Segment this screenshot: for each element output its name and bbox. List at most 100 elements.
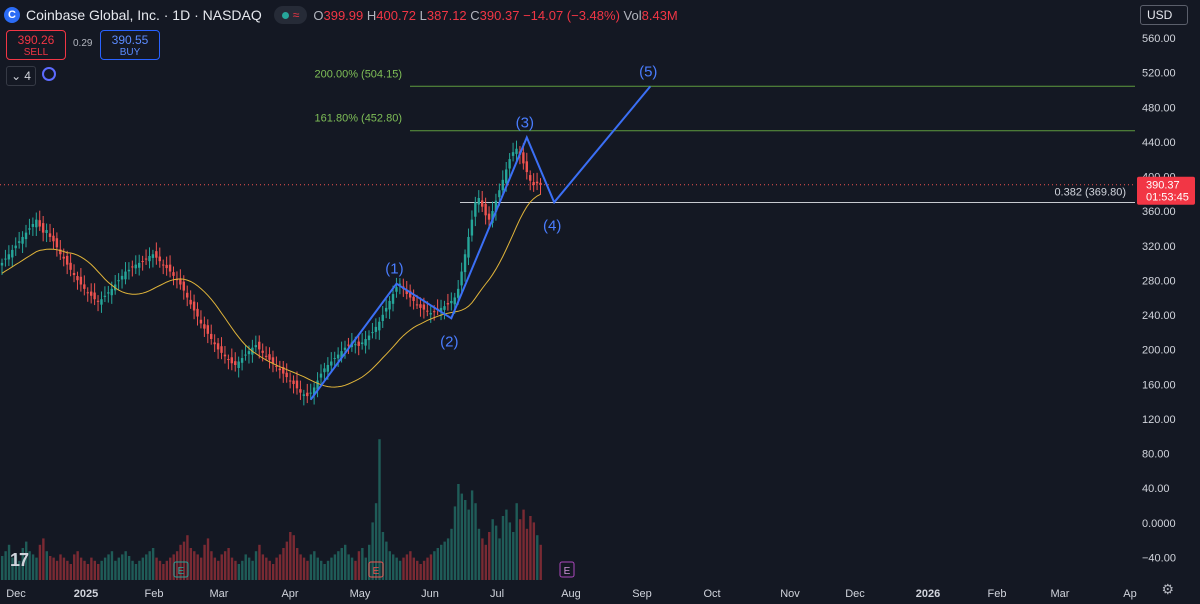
candle-body <box>330 361 333 366</box>
candle-body <box>306 392 309 397</box>
x-axis-tick-label: 2025 <box>74 588 98 600</box>
wave-label: (2) <box>440 333 458 350</box>
volume-bar <box>83 560 86 580</box>
y-axis-tick-label: −40.00 <box>1142 552 1176 564</box>
volume-bar <box>234 560 237 580</box>
last-price-tag <box>1137 176 1195 205</box>
candle-body <box>110 288 113 296</box>
volume-bar <box>182 541 186 580</box>
volume-bar <box>35 557 38 580</box>
candle-body <box>69 262 72 270</box>
volume-bar <box>313 551 316 580</box>
volume-bar <box>268 560 271 580</box>
volume-bar <box>285 541 289 580</box>
indicator-loading-icon[interactable] <box>42 67 56 81</box>
candle-body <box>529 175 532 181</box>
candle-body <box>398 283 402 285</box>
volume-bar <box>55 560 59 580</box>
y-axis-tick-label: 560.00 <box>1142 33 1176 45</box>
currency-select[interactable]: USD <box>1140 5 1188 25</box>
candle-body <box>59 249 62 255</box>
x-axis-tick-label: 2026 <box>916 588 940 600</box>
volume-bar <box>412 557 415 580</box>
candle-body <box>247 351 251 355</box>
symbol-title[interactable]: Coinbase Global, Inc. · 1D · NASDAQ <box>26 7 262 23</box>
y-axis-tick-label: 240.00 <box>1142 310 1176 322</box>
candle-body <box>127 269 131 272</box>
candle-body <box>0 262 4 266</box>
volume-bar <box>31 554 35 580</box>
candle-body <box>254 345 258 348</box>
chart-header: C Coinbase Global, Inc. · 1D · NASDAQ ≈ … <box>4 4 678 26</box>
y-axis-tick-label: 360.00 <box>1142 206 1176 218</box>
volume-bar <box>484 544 488 580</box>
volume-bar <box>518 519 522 580</box>
volume-bar <box>357 551 361 580</box>
candle-body <box>216 343 220 350</box>
candle-body <box>450 300 453 304</box>
candle-body <box>234 361 237 365</box>
tradingview-logo-icon[interactable]: 17 <box>10 550 29 570</box>
indicators-toggle[interactable]: ⌄ 4 <box>6 66 36 86</box>
volume-bar <box>450 528 453 580</box>
market-status-pill[interactable]: ≈ <box>273 6 308 24</box>
volume-bar <box>110 551 114 580</box>
candle-body <box>62 256 65 259</box>
volume-bar <box>179 544 182 580</box>
indicator-count: 4 <box>24 69 31 83</box>
volume-bar <box>381 532 385 580</box>
candle-body <box>14 245 17 249</box>
volume-bar <box>165 560 169 580</box>
candle-body <box>175 279 179 281</box>
candle-body <box>326 364 330 372</box>
volume-bar <box>134 564 138 580</box>
candle-body <box>11 249 14 258</box>
gear-icon[interactable]: ⚙ <box>1161 581 1174 597</box>
volume-bar <box>151 548 155 580</box>
x-axis-tick-label: Jun <box>421 588 439 600</box>
x-axis-tick-label: Dec <box>6 588 26 600</box>
volume-bar <box>28 551 31 580</box>
volume-bar <box>148 551 151 580</box>
candle-body <box>134 264 137 269</box>
volume-bar <box>169 557 172 580</box>
candle-body <box>443 306 446 310</box>
volume-bar <box>416 560 419 580</box>
volume-bar <box>392 554 395 580</box>
volume-bar <box>59 554 62 580</box>
candle-body <box>470 219 474 236</box>
volume-bar <box>145 554 148 580</box>
candle-body <box>144 258 148 260</box>
candle-body <box>515 148 518 154</box>
buy-button[interactable]: 390.55 BUY <box>100 30 160 60</box>
candle-body <box>395 287 398 292</box>
fib-level-label: 0.382 (369.80) <box>1054 187 1126 199</box>
candle-body <box>484 203 487 216</box>
candle-body <box>258 341 261 350</box>
x-axis-tick-label: Dec <box>845 588 865 600</box>
y-axis-tick-label: 0.0000 <box>1142 518 1176 530</box>
volume-bar <box>203 544 206 580</box>
volume-bar <box>196 554 199 580</box>
y-axis-tick-label: 520.00 <box>1142 68 1176 80</box>
candle-body <box>4 258 7 260</box>
volume-bar <box>244 554 247 580</box>
candle-body <box>237 361 240 368</box>
volume-bar <box>446 538 450 580</box>
candle-body <box>419 304 422 308</box>
candle-body <box>412 296 415 301</box>
x-axis-tick-label: Feb <box>988 588 1007 600</box>
sell-button[interactable]: 390.26 SELL <box>6 30 66 60</box>
candle-body <box>491 211 494 223</box>
candle-body <box>141 260 144 262</box>
candle-body <box>172 272 175 276</box>
volume-bar <box>155 557 158 580</box>
candle-body <box>460 271 463 286</box>
volume-bar <box>481 538 484 580</box>
candle-body <box>405 290 408 295</box>
volume-bar <box>69 564 72 580</box>
candle-body <box>45 230 48 234</box>
candle-body <box>220 346 223 353</box>
volume-bar <box>316 557 319 580</box>
